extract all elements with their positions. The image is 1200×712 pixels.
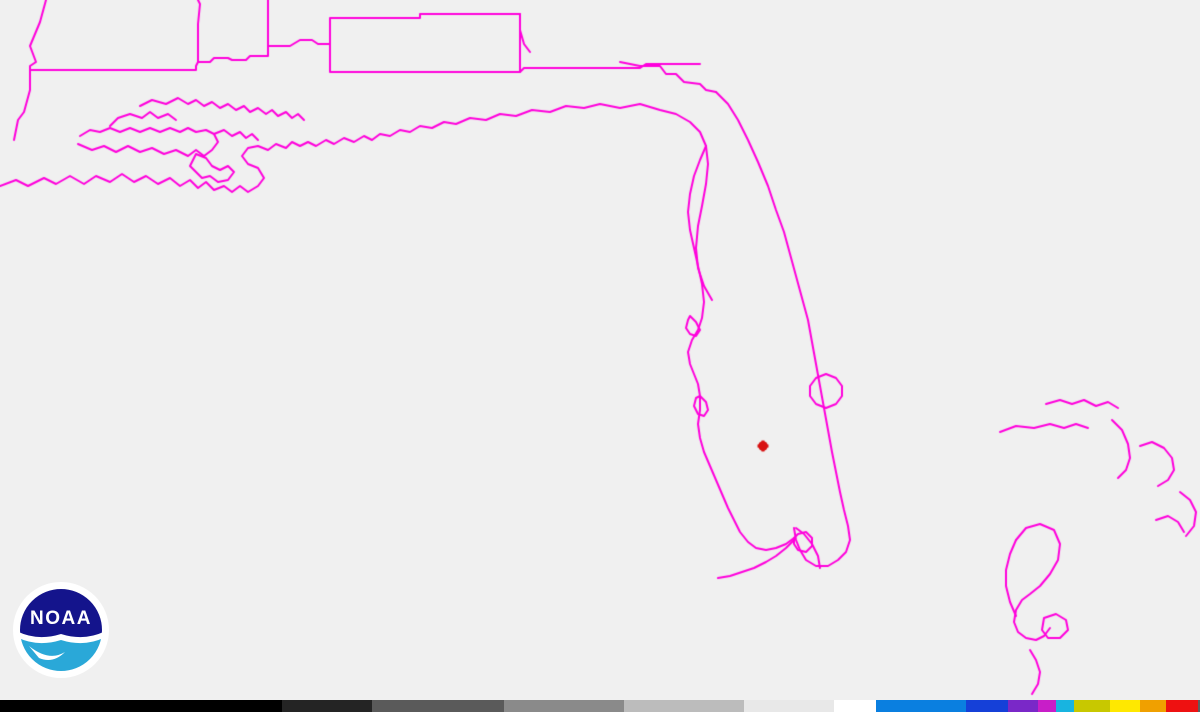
- colorbar-segment-deep-blue: [966, 700, 1008, 712]
- colorbar-segment-white: [834, 700, 876, 712]
- colorbar-segment-blue: [876, 700, 966, 712]
- colorbar-segment-black: [0, 700, 282, 712]
- colorbar-segment-red: [1166, 700, 1198, 712]
- colorbar-segment-purple: [1008, 700, 1038, 712]
- colorbar-segment-gray-tail: [1197, 700, 1200, 712]
- colorbar-segment-magenta: [1038, 700, 1056, 712]
- noaa-seal-icon: NOAA: [13, 582, 109, 678]
- colorbar-segment-orange: [1140, 700, 1167, 712]
- colorbar-segment-dark-gray: [282, 700, 372, 712]
- noaa-logo-text: NOAA: [30, 608, 92, 629]
- colorbar-segment-mid-gray: [504, 700, 624, 712]
- colorbar-segment-yellow: [1110, 700, 1140, 712]
- colorbar-segment-light-gray: [624, 700, 744, 712]
- colorbar-segment-gray: [372, 700, 504, 712]
- colorbar-segment-cyan: [1056, 700, 1074, 712]
- noaa-logo: NOAA: [9, 578, 113, 682]
- colorbar: [0, 700, 1200, 712]
- colorbar-segment-near-white: [744, 700, 834, 712]
- colorbar-segment-olive: [1074, 700, 1110, 712]
